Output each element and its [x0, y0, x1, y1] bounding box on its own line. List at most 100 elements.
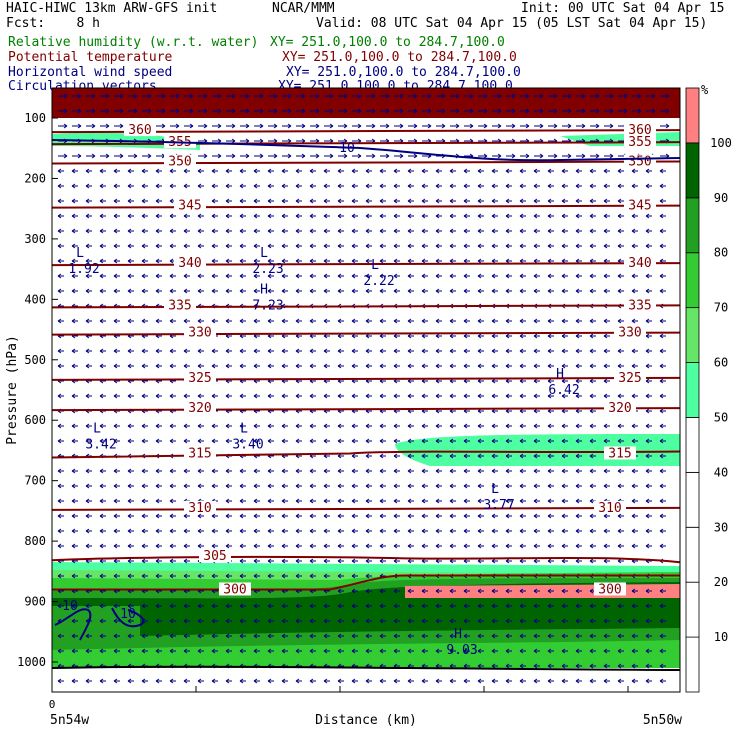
- wind-vector: [267, 363, 274, 369]
- wind-vector: [85, 468, 92, 474]
- colorbar-swatch: [685, 142, 700, 199]
- wind-vector: [603, 528, 610, 534]
- wind-vector: [645, 528, 652, 534]
- wind-vector: [351, 318, 358, 324]
- wind-vector: [253, 348, 260, 354]
- wind-vector: [225, 318, 232, 324]
- wind-vector: [113, 618, 120, 624]
- wind-vector: [463, 543, 470, 549]
- wind-vector: [184, 93, 194, 99]
- wind-vector: [253, 558, 260, 564]
- wind-vector: [268, 153, 278, 159]
- wind-vector: [575, 348, 582, 354]
- wind-vector: [211, 468, 218, 474]
- wind-vector: [491, 588, 498, 594]
- wind-vector: [519, 483, 526, 489]
- wind-vector: [253, 528, 260, 534]
- wind-vector: [184, 123, 194, 129]
- wind-vector: [463, 363, 470, 369]
- wind-vector: [505, 333, 512, 339]
- wind-vector: [491, 618, 498, 624]
- wind-vector: [211, 543, 218, 549]
- wind-vector: [57, 543, 64, 549]
- wind-vector: [57, 198, 64, 204]
- wind-vector: [576, 153, 586, 159]
- wind-vector: [463, 348, 470, 354]
- wind-vector: [575, 528, 582, 534]
- wind-vector: [631, 648, 638, 654]
- wind-vector: [225, 618, 232, 624]
- wind-vector: [239, 318, 246, 324]
- plot-frame: [51, 87, 681, 693]
- wind-vector: [449, 423, 456, 429]
- wind-vector: [561, 423, 568, 429]
- wind-vector: [617, 663, 624, 669]
- wind-vector: [351, 633, 358, 639]
- extremum-value: 2.22: [363, 274, 394, 289]
- wind-vector: [533, 363, 540, 369]
- wind-vector: [169, 213, 176, 219]
- wind-vector: [211, 528, 218, 534]
- wind-vector: [351, 213, 358, 219]
- wind-vector: [435, 318, 442, 324]
- wind-vector: [477, 228, 484, 234]
- wind-vector: [519, 213, 526, 219]
- colorbar-swatch: [685, 581, 700, 638]
- wind-vector: [449, 483, 456, 489]
- surface-line: [51, 665, 681, 671]
- wind-vector: [547, 633, 554, 639]
- wind-vector: [505, 363, 512, 369]
- wind-vector: [477, 438, 484, 444]
- wind-vector: [170, 108, 180, 114]
- wind-vector: [589, 393, 596, 399]
- wind-vector: [407, 438, 414, 444]
- wind-vector: [365, 603, 372, 609]
- wind-vector: [435, 543, 442, 549]
- wind-vector: [141, 573, 148, 579]
- wind-vector: [477, 498, 484, 504]
- wind-vector: [253, 678, 260, 684]
- wind-vector: [463, 198, 470, 204]
- wind-vector: [533, 288, 540, 294]
- wind-vector: [85, 543, 92, 549]
- wind-vector: [352, 123, 362, 129]
- wind-vector: [309, 228, 316, 234]
- wind-vector: [393, 183, 400, 189]
- wind-vector: [295, 318, 302, 324]
- wind-vector: [155, 183, 162, 189]
- wind-vector: [365, 438, 372, 444]
- wind-vector: [645, 393, 652, 399]
- wind-vector: [645, 273, 652, 279]
- wind-vector: [393, 558, 400, 564]
- wind-vector: [127, 633, 134, 639]
- wind-vector: [211, 273, 218, 279]
- wind-vector: [128, 108, 138, 114]
- wind-vector: [505, 498, 512, 504]
- wind-vector: [365, 513, 372, 519]
- wind-vector: [575, 408, 582, 414]
- wind-vector: [141, 168, 148, 174]
- wind-vector: [393, 348, 400, 354]
- wind-vector: [155, 363, 162, 369]
- wind-vector: [393, 318, 400, 324]
- wind-vector: [337, 288, 344, 294]
- wind-vector: [253, 183, 260, 189]
- wind-vector: [491, 513, 498, 519]
- wind-vector: [464, 93, 474, 99]
- wind-vector: [183, 543, 190, 549]
- wind-vector: [519, 243, 526, 249]
- wind-vector: [547, 618, 554, 624]
- wind-vector: [113, 423, 120, 429]
- wind-vector: [575, 243, 582, 249]
- wind-vector: [141, 558, 148, 564]
- wind-vector: [295, 648, 302, 654]
- wind-vector: [533, 483, 540, 489]
- wind-vector: [407, 603, 414, 609]
- wind-vector: [589, 363, 596, 369]
- wind-vector: [323, 558, 330, 564]
- wind-vector: [127, 393, 134, 399]
- wind-vector: [239, 678, 246, 684]
- wind-vector: [393, 528, 400, 534]
- theta-line: [51, 204, 681, 209]
